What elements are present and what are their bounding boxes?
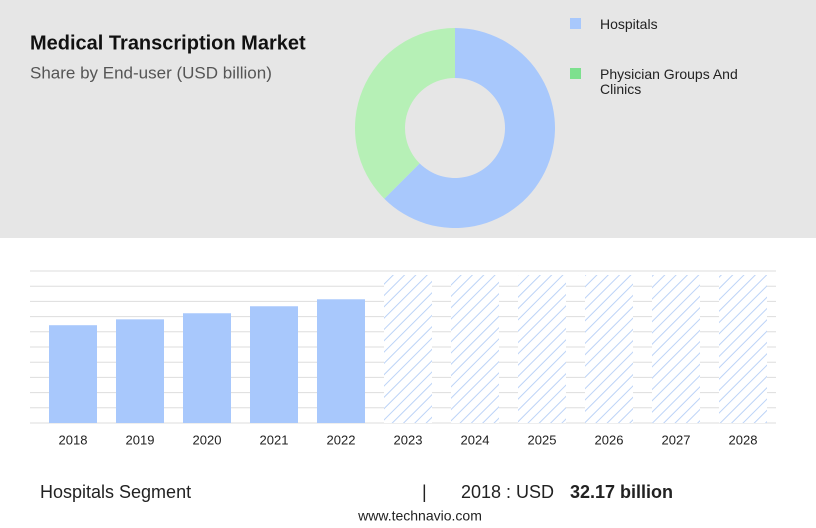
legend-label: Hospitals — [600, 16, 658, 32]
forecast-placeholder — [518, 275, 566, 423]
x-tick-label: 2028 — [729, 432, 758, 447]
forecast-placeholder — [652, 275, 700, 423]
x-tick-label: 2027 — [662, 432, 691, 447]
legend-swatch — [570, 68, 581, 79]
footer-year: 2018 : USD — [461, 482, 554, 502]
bar — [250, 306, 298, 423]
bar — [183, 313, 231, 423]
donut-slice — [354, 28, 455, 199]
forecast-placeholder — [719, 275, 767, 423]
bar — [317, 299, 365, 423]
x-tick-label: 2022 — [327, 432, 356, 447]
bar — [49, 325, 97, 423]
x-tick-label: 2021 — [260, 432, 289, 447]
x-tick-label: 2026 — [595, 432, 624, 447]
x-tick-label: 2020 — [193, 432, 222, 447]
chart-subtitle: Share by End-user (USD billion) — [30, 63, 272, 82]
x-tick-label: 2025 — [528, 432, 557, 447]
legend-label: Physician Groups And Clinics — [600, 66, 738, 97]
legend-swatch — [570, 18, 581, 29]
footer-segment: Hospitals Segment — [40, 482, 191, 502]
website: www.technavio.com — [357, 508, 482, 524]
x-tick-label: 2023 — [394, 432, 423, 447]
footer-separator: | — [422, 482, 427, 502]
x-tick-label: 2019 — [126, 432, 155, 447]
forecast-placeholder — [384, 275, 432, 423]
forecast-placeholder — [585, 275, 633, 423]
donut-slice — [384, 28, 555, 228]
chart-title: Medical Transcription Market — [30, 32, 306, 54]
x-tick-label: 2018 — [59, 432, 88, 447]
bar — [116, 319, 164, 423]
footer-value: 32.17 billion — [570, 482, 673, 502]
forecast-placeholder — [451, 275, 499, 423]
x-tick-label: 2024 — [461, 432, 490, 447]
